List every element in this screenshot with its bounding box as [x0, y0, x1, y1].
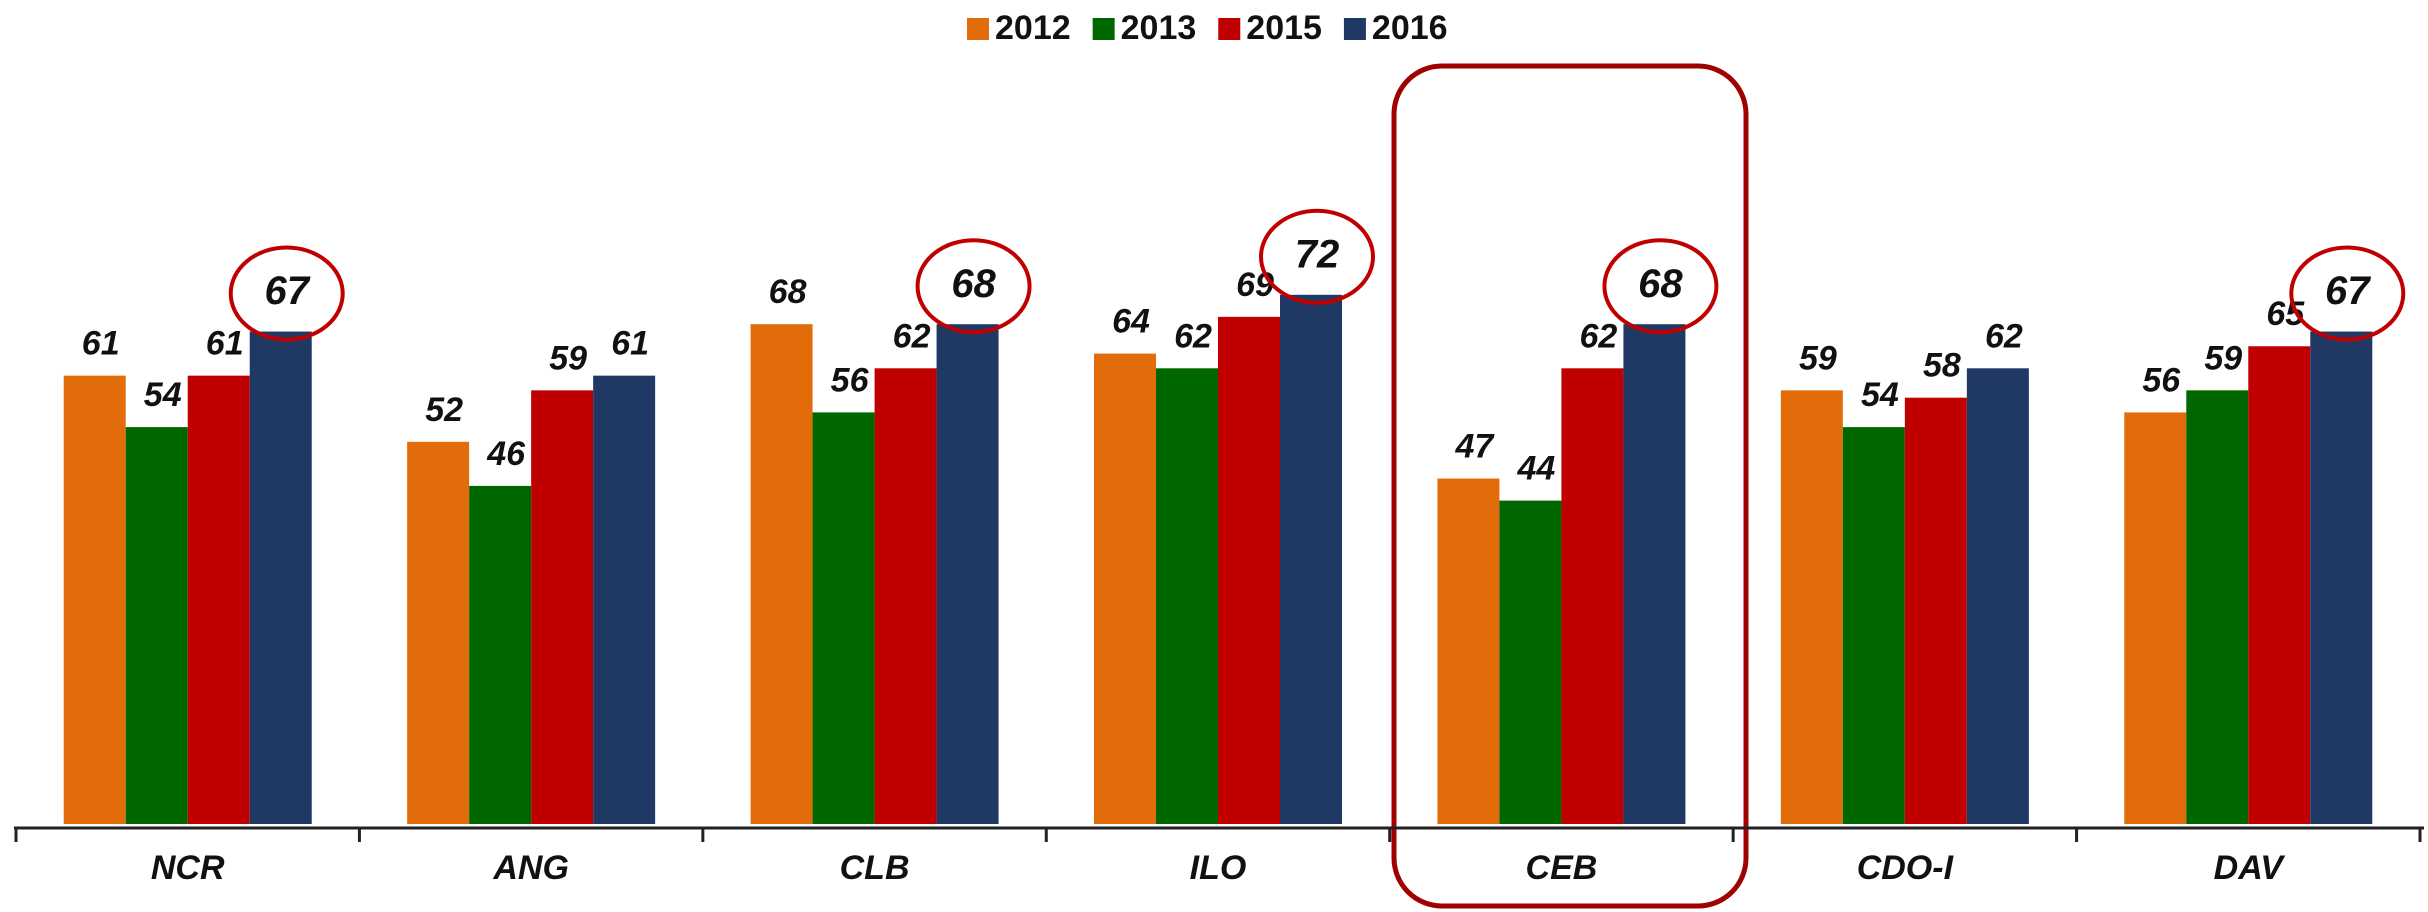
legend-label: 2015	[1246, 9, 1322, 47]
bar	[1623, 324, 1686, 824]
x-tick-label: ILO	[1190, 849, 1247, 887]
x-tick-label: NCR	[151, 849, 225, 887]
x-tick-label: DAV	[2214, 849, 2287, 887]
data-label: 44	[1517, 450, 1556, 488]
legend-swatch	[967, 18, 989, 40]
bar	[874, 368, 937, 824]
bar	[469, 485, 532, 824]
data-label: 62	[1174, 317, 1212, 355]
data-label: 59	[549, 339, 587, 377]
bar	[2248, 346, 2311, 824]
data-label: 68	[1638, 262, 1683, 306]
data-label: 61	[611, 325, 649, 363]
label-highlight	[1602, 238, 1719, 335]
bar	[1156, 368, 1218, 824]
bar	[407, 441, 470, 824]
legend-swatch	[1092, 18, 1115, 40]
label-highlight	[2289, 245, 2406, 342]
bar	[2310, 331, 2373, 824]
bar	[1561, 368, 1624, 824]
bar	[1842, 427, 1905, 824]
bar	[1904, 397, 1967, 824]
bar	[936, 324, 999, 824]
data-label: 58	[1923, 347, 1961, 385]
data-label: 62	[1580, 317, 1618, 355]
data-label: 67	[2325, 269, 2371, 313]
data-label: 62	[893, 317, 931, 355]
legend-label: 2016	[1372, 9, 1448, 47]
bar	[2124, 412, 2187, 824]
data-label: 69	[1236, 266, 1274, 304]
bar	[1966, 368, 2029, 824]
data-label: 52	[425, 391, 463, 429]
bar	[812, 412, 875, 824]
label-highlight	[228, 245, 345, 342]
bar	[531, 390, 594, 824]
bar	[1437, 478, 1500, 824]
data-label: 67	[264, 269, 310, 313]
legend-label: 2012	[995, 9, 1071, 47]
bar	[2186, 390, 2249, 824]
legend-label: 2013	[1121, 9, 1197, 47]
data-label: 68	[769, 273, 807, 311]
bar	[187, 375, 250, 824]
x-tick-label: CLB	[840, 849, 910, 887]
data-label: 72	[1295, 232, 1340, 276]
bar	[125, 427, 188, 824]
bar	[63, 375, 126, 824]
bar	[750, 324, 813, 824]
data-label: 56	[2142, 361, 2181, 399]
data-label: 47	[1455, 428, 1496, 466]
bar	[1780, 390, 1843, 824]
data-label: 64	[1112, 303, 1150, 341]
label-highlight	[1259, 208, 1375, 305]
label-highlight	[915, 238, 1032, 335]
bar	[249, 331, 312, 824]
data-label: 54	[1861, 376, 1899, 414]
data-label: 46	[486, 435, 526, 473]
data-label: 59	[1799, 339, 1837, 377]
highlight-box	[1391, 63, 1749, 909]
legend-swatch	[1343, 18, 1366, 40]
data-label: 54	[144, 376, 182, 414]
legend-swatch	[1218, 18, 1241, 40]
bar	[1094, 353, 1156, 824]
x-tick-label: ANG	[492, 849, 569, 887]
data-label: 68	[951, 262, 996, 306]
data-label: 56	[831, 361, 870, 399]
data-label: 62	[1985, 317, 2023, 355]
data-label: 61	[206, 325, 244, 363]
data-label: 59	[2204, 339, 2242, 377]
data-label: 61	[82, 325, 120, 363]
bar	[1218, 316, 1280, 824]
x-tick-label: CEB	[1526, 849, 1598, 887]
bar	[1499, 500, 1562, 824]
bar	[1280, 294, 1342, 824]
x-tick-label: CDO-I	[1857, 849, 1955, 887]
bar	[593, 375, 656, 824]
